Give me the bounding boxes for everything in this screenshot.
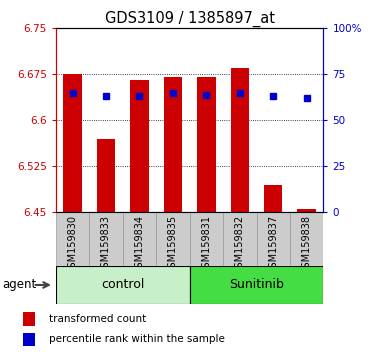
Bar bbox=[197, 78, 216, 212]
Bar bbox=[23, 312, 35, 326]
Text: GSM159830: GSM159830 bbox=[67, 215, 77, 274]
Text: GSM159838: GSM159838 bbox=[302, 215, 312, 274]
Text: GSM159837: GSM159837 bbox=[268, 215, 278, 274]
Text: GSM159831: GSM159831 bbox=[201, 215, 211, 274]
Text: percentile rank within the sample: percentile rank within the sample bbox=[49, 335, 224, 344]
Bar bbox=[231, 68, 249, 212]
Bar bbox=[264, 185, 283, 212]
Text: Sunitinib: Sunitinib bbox=[229, 279, 284, 291]
Text: GSM159834: GSM159834 bbox=[134, 215, 144, 274]
Text: GSM159835: GSM159835 bbox=[168, 215, 178, 274]
Bar bbox=[298, 209, 316, 212]
Bar bbox=[23, 333, 35, 346]
Bar bbox=[189, 266, 323, 304]
Bar bbox=[256, 212, 290, 266]
Text: agent: agent bbox=[2, 279, 36, 291]
Text: control: control bbox=[101, 279, 144, 291]
Bar bbox=[156, 212, 189, 266]
Bar bbox=[64, 74, 82, 212]
Text: GSM159832: GSM159832 bbox=[235, 215, 245, 274]
Title: GDS3109 / 1385897_at: GDS3109 / 1385897_at bbox=[105, 11, 275, 27]
Bar bbox=[164, 78, 182, 212]
Text: GSM159833: GSM159833 bbox=[101, 215, 111, 274]
Bar bbox=[97, 139, 115, 212]
Bar bbox=[89, 212, 123, 266]
Text: transformed count: transformed count bbox=[49, 314, 146, 324]
Bar bbox=[223, 212, 256, 266]
Bar bbox=[189, 212, 223, 266]
Bar bbox=[56, 266, 189, 304]
Bar bbox=[130, 80, 149, 212]
Bar bbox=[123, 212, 156, 266]
Bar bbox=[290, 212, 323, 266]
Bar bbox=[56, 212, 89, 266]
